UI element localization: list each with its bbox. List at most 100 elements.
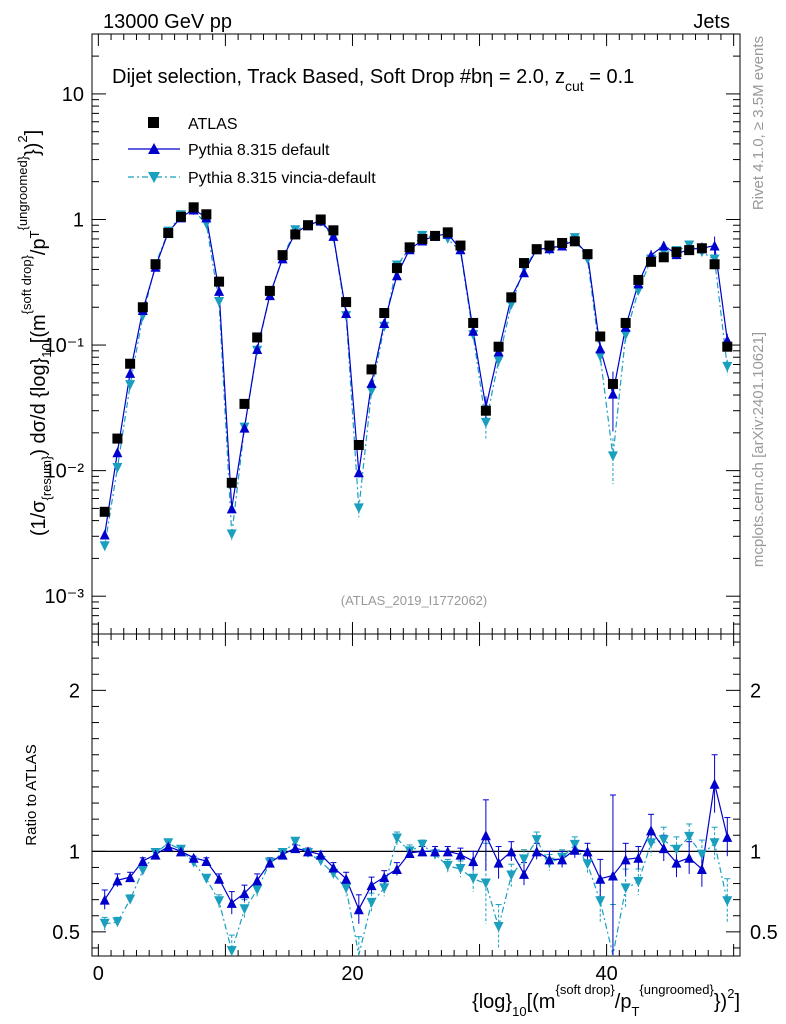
legend-label-atlas: ATLAS: [188, 116, 238, 133]
y-axis-label-part: {soft drop}: [19, 254, 34, 314]
default-ratio-point: [468, 856, 479, 867]
vincia-point: [722, 361, 733, 372]
atlas-point: [607, 378, 618, 389]
atlas-point: [544, 240, 555, 251]
atlas-point: [684, 245, 695, 256]
atlas-point: [125, 358, 136, 369]
vincia-ratio-point: [417, 839, 428, 850]
atlas-point: [531, 244, 542, 255]
ratio-y-tick-label-left: 1: [69, 841, 80, 863]
vincia-ratio-point: [379, 883, 390, 894]
vincia-ratio-point: [468, 873, 479, 884]
atlas-point: [353, 439, 364, 450]
vincia-point: [112, 462, 123, 473]
default-ratio-point: [582, 846, 593, 857]
default-ratio-point: [633, 852, 644, 863]
default-ratio-point: [544, 854, 555, 865]
legend: ATLAS Pythia 8.315 default Pythia 8.315 …: [128, 116, 376, 187]
atlas-point: [341, 297, 352, 308]
vincia-ratio-point: [684, 831, 695, 842]
default-ratio-point: [137, 856, 148, 867]
vincia-ratio-point: [290, 836, 301, 847]
default-point: [252, 344, 263, 355]
default-ratio-point: [430, 846, 441, 857]
legend-marker-default: [148, 143, 160, 154]
y-tick-label: 10⁻¹: [45, 335, 85, 357]
default-ratio-point: [366, 880, 377, 891]
vincia-point: [480, 417, 491, 428]
default-ratio-point: [557, 854, 568, 865]
atlas-point: [264, 285, 275, 296]
default-ratio-point: [404, 847, 415, 858]
default-ratio-point: [353, 904, 364, 915]
atlas-point: [557, 237, 568, 248]
x-axis-label-part: 10: [512, 1004, 526, 1019]
x-axis-label-part: {log}: [472, 991, 512, 1013]
x-axis-label-part: {ungroomed}: [639, 982, 714, 997]
default-point: [239, 422, 250, 433]
vincia-line: [104, 209, 728, 547]
atlas-point: [366, 364, 377, 375]
atlas-point: [188, 202, 199, 213]
default-point: [353, 467, 364, 478]
default-ratio-point: [125, 872, 136, 883]
default-ratio-point: [709, 778, 720, 789]
y-axis-label-part: T: [27, 230, 42, 238]
vincia-ratio-point: [112, 917, 123, 928]
x-axis-label: {log}10[(m{soft drop}/pT{ungroomed}})2]: [472, 982, 740, 1019]
y-axis-label-part: {ungroomed}: [15, 155, 30, 230]
ratio-y-tick-label-left: 0.5: [52, 922, 80, 944]
default-ratio-point: [506, 846, 517, 857]
atlas-point: [163, 228, 174, 239]
default-ratio-point: [595, 873, 606, 884]
atlas-point: [480, 405, 491, 416]
atlas-point: [493, 341, 504, 352]
ratio-y-tick-label-left: 2: [69, 680, 80, 702]
vincia-ratio-point: [214, 896, 225, 907]
vincia-ratio-point: [442, 860, 453, 871]
y-tick-label: 10⁻³: [45, 586, 85, 608]
upper-panel-data: [99, 202, 733, 552]
y-axis-label-part: 2: [15, 135, 30, 142]
plot-title-main: Dijet selection, Track Based, Soft Drop …: [112, 66, 565, 88]
x-axis-label-part: }): [714, 991, 727, 1013]
lower-y-axis-label: Ratio to ATLAS: [23, 744, 40, 845]
default-point: [341, 308, 352, 319]
vincia-ratio-point: [252, 884, 263, 895]
x-axis-label-part: {soft drop}: [555, 982, 615, 997]
vincia-ratio-point: [366, 897, 377, 908]
default-point: [519, 267, 529, 278]
x-axis-label-part: 2: [727, 986, 734, 1001]
atlas-point: [391, 263, 402, 274]
default-point: [99, 529, 110, 540]
default-ratio-point: [201, 856, 212, 867]
atlas-point: [290, 229, 301, 240]
y-tick-label: 10⁻²: [45, 461, 85, 483]
atlas-point: [658, 252, 669, 263]
atlas-point: [722, 341, 733, 352]
vincia-ratio-point: [226, 946, 237, 957]
default-ratio-point: [391, 864, 402, 875]
y-axis-label-part: 10: [39, 343, 54, 357]
default-point: [607, 388, 618, 399]
default-ratio-point: [722, 831, 733, 842]
x-tick-label: 40: [595, 963, 617, 985]
y-axis-label-part: (1/σ: [28, 500, 50, 536]
atlas-point: [519, 258, 529, 269]
default-ratio-line: [104, 783, 728, 911]
x-tick-label: 20: [341, 963, 363, 985]
default-ratio-point: [493, 857, 504, 868]
atlas-point: [430, 230, 441, 241]
default-point: [226, 503, 237, 514]
vincia-ratio-point: [506, 870, 517, 881]
atlas-point: [239, 398, 250, 409]
atlas-point: [277, 250, 288, 261]
default-point: [125, 367, 136, 378]
default-ratio-point: [303, 846, 313, 857]
vincia-ratio-point: [391, 833, 402, 844]
atlas-point: [99, 506, 110, 517]
default-ratio-point: [646, 825, 657, 836]
vincia-ratio-point: [646, 838, 657, 849]
default-ratio-point: [379, 872, 390, 883]
